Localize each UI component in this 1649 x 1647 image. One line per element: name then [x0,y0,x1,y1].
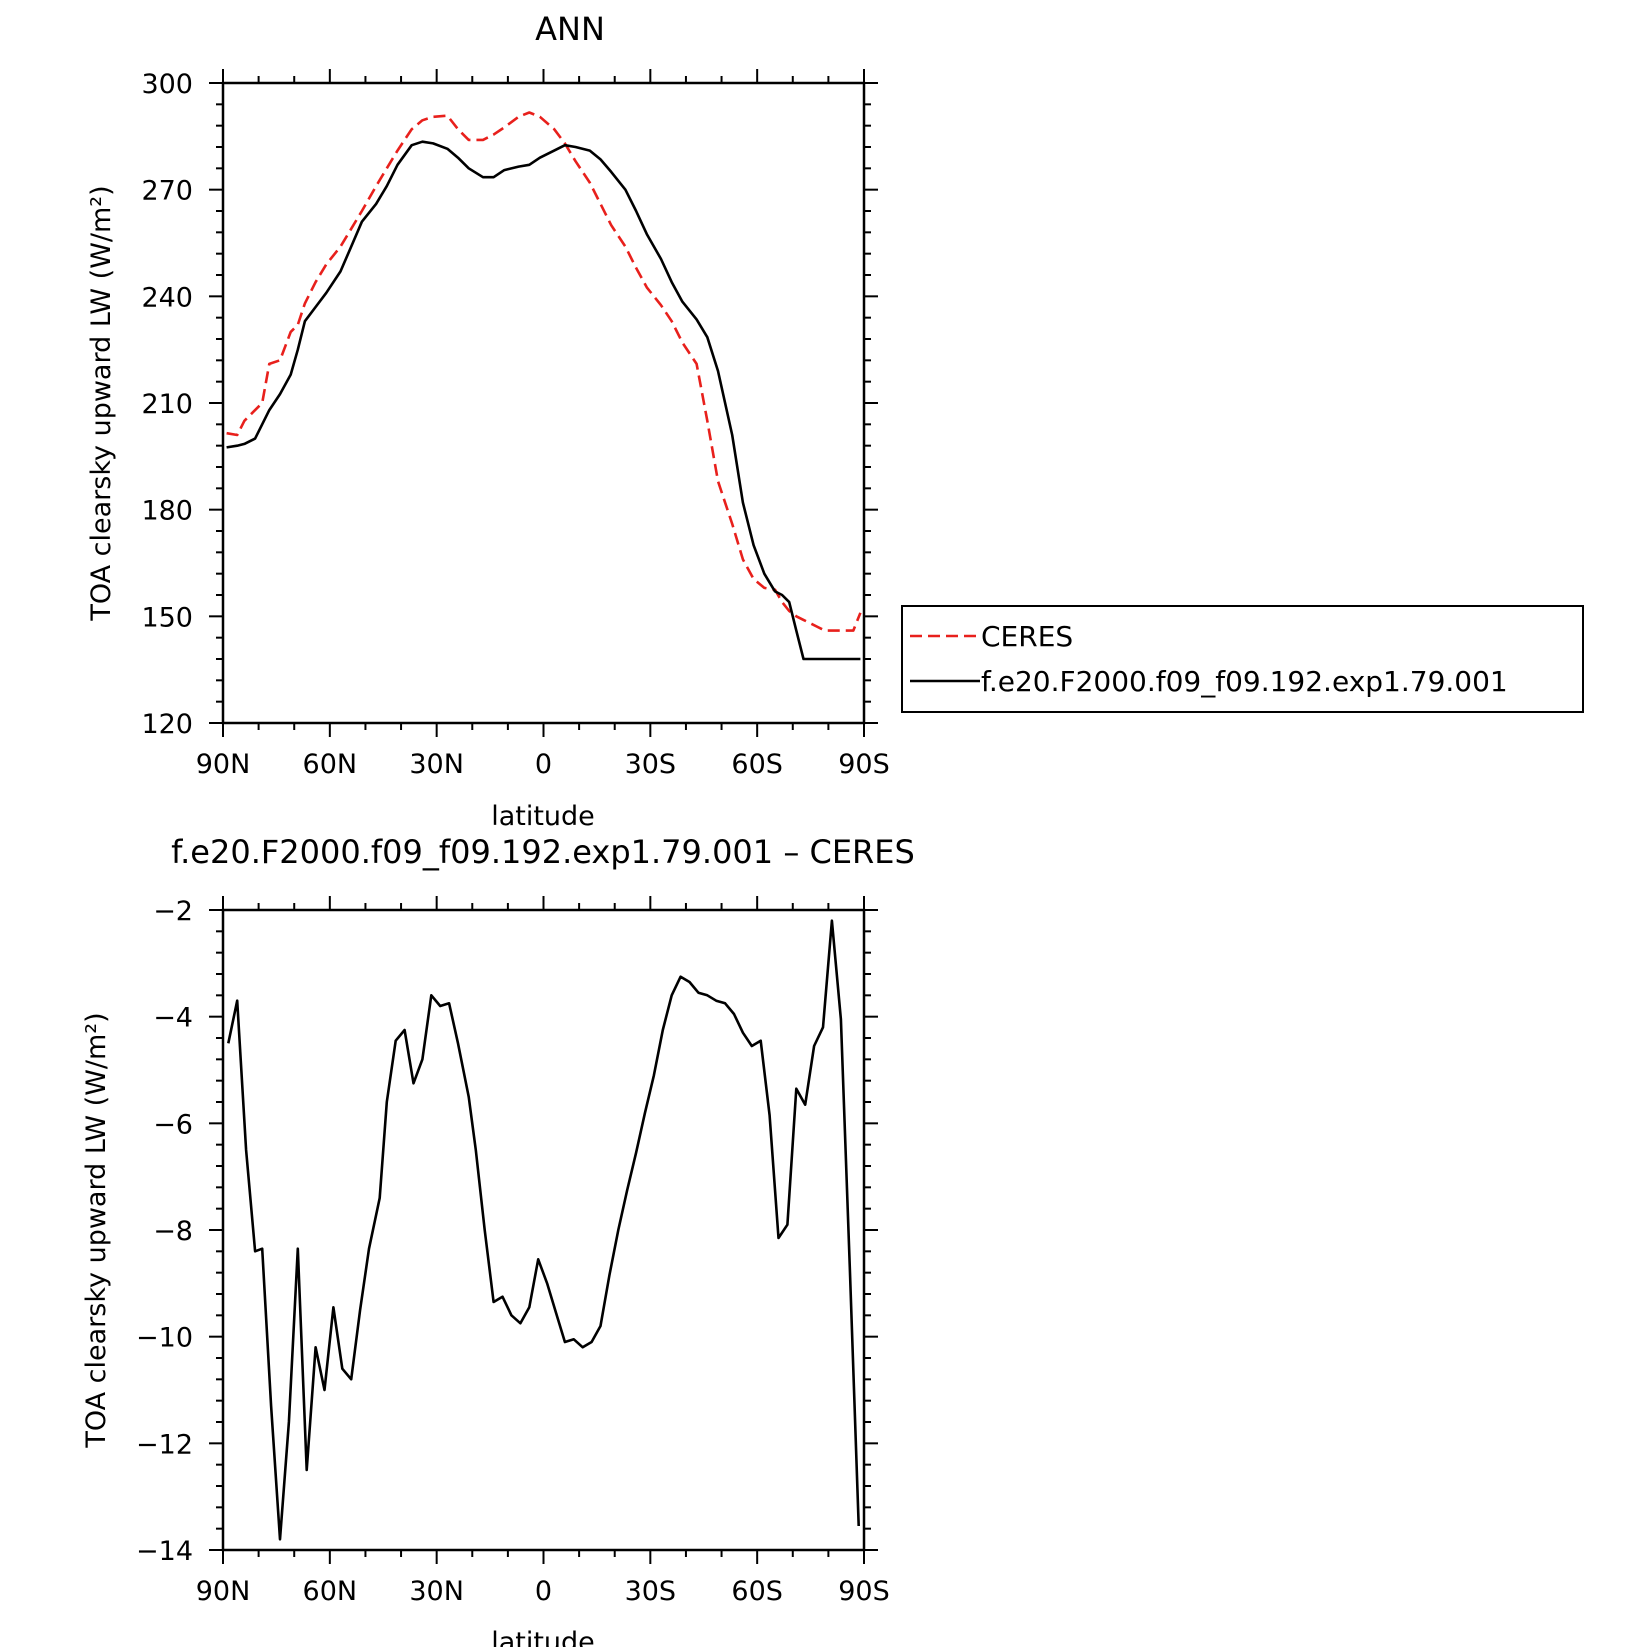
x-tick-label: 90N [196,1576,251,1607]
series-line-difference [227,919,860,1541]
x-tick-label: 90S [838,749,890,780]
x-tick-label: 30S [625,1576,677,1607]
y-tick-label: 270 [141,176,193,207]
legend-label-ceres: CERES [981,620,1073,653]
y-axis-ticks: 300 270 240 210 180 150 120 [141,69,878,740]
x-tick-label: 30S [625,749,677,780]
x-tick-label: 90N [196,749,251,780]
y-tick-label: 180 [141,496,193,527]
x-axis-label: latitude [491,1627,595,1647]
legend-label-model: f.e20.F2000.f09_f09.192.exp1.79.001 [981,665,1508,698]
legend: CERES f.e20.F2000.f09_f09.192.exp1.79.00… [901,605,1584,713]
x-tick-label: 60S [731,1576,783,1607]
x-tick-label: 0 [535,749,552,780]
data-lines [227,919,860,1541]
x-tick-label: 30N [409,1576,464,1607]
x-tick-label: 0 [535,1576,552,1607]
y-tick-label: 120 [141,709,193,740]
y-tick-label: −10 [136,1323,193,1354]
y-tick-label: −6 [153,1109,193,1140]
plot-frame [221,81,866,725]
y-tick-label: 210 [141,389,193,420]
chart-title: ANN [535,10,605,48]
y-tick-label: −2 [153,896,193,927]
series-line-model [226,140,861,661]
y-tick-label: −12 [136,1429,193,1460]
x-tick-label: 60N [303,749,358,780]
x-axis-ticks: 90N 60N 30N 0 30S 60S 90S [196,896,890,1607]
y-tick-label: 240 [141,282,193,313]
x-tick-label: 90S [838,1576,890,1607]
y-tick-label: −8 [153,1216,193,1247]
legend-box [901,605,1584,713]
annual-mean-panel: ANN 90N 60N 30N 0 30S 60S 90S 300 270 240 210 180 1… [86,10,890,832]
y-axis-label: TOA clearsky upward LW (W/m²) [86,185,117,621]
x-axis-label: latitude [491,801,595,832]
series-line-ceres [226,111,862,632]
y-axis-ticks: −2 −4 −6 −8 −10 −12 −14 [136,896,878,1567]
chart-title: f.e20.F2000.f09_f09.192.exp1.79.001 – CE… [171,833,915,871]
difference-panel: f.e20.F2000.f09_f09.192.exp1.79.001 – CE… [81,833,915,1647]
x-axis-ticks: 90N 60N 30N 0 30S 60S 90S [196,69,890,780]
y-axis-label: TOA clearsky upward LW (W/m²) [81,1012,112,1448]
x-tick-label: 60N [303,1576,358,1607]
y-tick-label: 150 [141,602,193,633]
x-tick-label: 60S [731,749,783,780]
data-lines [226,111,862,661]
y-tick-label: −14 [136,1536,193,1567]
plot-frame [221,908,866,1552]
x-tick-label: 30N [409,749,464,780]
y-tick-label: 300 [141,69,193,100]
y-tick-label: −4 [153,1003,193,1034]
